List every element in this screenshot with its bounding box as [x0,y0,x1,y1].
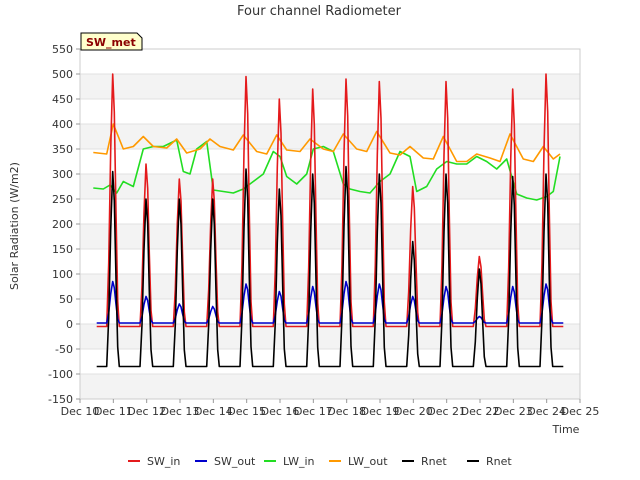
y-tick-label: 150 [52,243,73,256]
background-band [80,374,580,399]
background-band [80,274,580,299]
y-tick-label: 250 [52,193,73,206]
x-tick-label: Dec 24 [527,405,566,418]
legend-label: LW_out [348,455,388,468]
background-band [80,324,580,349]
y-tick-label: 50 [59,293,73,306]
x-tick-label: Dec 11 [94,405,133,418]
x-tick-label: Dec 12 [127,405,166,418]
x-tick-label: Dec 15 [227,405,266,418]
x-axis-label: Time [552,423,580,436]
series-line-lw-out [93,123,561,163]
site-label-background [80,32,143,51]
background-band [80,249,580,274]
background-band [80,99,580,124]
legend: SW_in SW_out LW_in LW_out Rnet Rnet [128,455,512,468]
background-band [80,149,580,174]
x-tick-label: Dec 13 [161,405,200,418]
series-line-sw-in [96,73,564,328]
background-band [80,74,580,99]
x-tick-label: Dec 23 [494,405,533,418]
y-tick-label: -50 [55,343,73,356]
x-tick-label: Dec 19 [361,405,400,418]
background-band [80,299,580,324]
x-tick-label: Dec 10 [61,405,100,418]
y-tick-label: 450 [52,93,73,106]
y-tick-label: 0 [66,318,73,331]
series-layer [93,73,564,368]
x-tick-label: Dec 14 [194,405,233,418]
series-line-rnet [96,165,564,368]
background-band [80,199,580,224]
y-tick-label: 100 [52,268,73,281]
background-band [80,49,580,74]
background-band [80,124,580,149]
series-line-lw-in [93,139,561,201]
plot-background-bands [80,49,580,399]
x-tick-label: Dec 20 [394,405,433,418]
y-tick-label: 350 [52,143,73,156]
x-tick-label: Dec 18 [327,405,366,418]
legend-label: SW_out [214,455,256,468]
background-band [80,174,580,199]
background-band [80,224,580,249]
site-label: SW_met [86,36,136,49]
site-label-box: SW_met [80,32,143,51]
x-tick-label: Dec 16 [261,405,300,418]
y-axis-label: Solar Radiation (W/m2) [8,162,21,290]
x-tick-label: Dec 21 [427,405,466,418]
x-tick-label: Dec 17 [294,405,333,418]
y-tick-label: 500 [52,68,73,81]
y-tick-label: -100 [48,368,73,381]
legend-label: LW_in [283,455,315,468]
y-tick-label: -150 [48,393,73,406]
y-axis-ticks: -150 -100 -50 0 50 100 150 200 250 300 350 400 450 50… [48,43,80,406]
background-band [80,349,580,374]
y-tick-label: 200 [52,218,73,231]
legend-label: Rnet [486,455,512,468]
y-tick-label: 400 [52,118,73,131]
x-tick-label: Dec 22 [461,405,500,418]
y-tick-label: 300 [52,168,73,181]
legend-label: Rnet [421,455,447,468]
legend-label: SW_in [147,455,180,468]
x-tick-label: Dec 25 [561,405,600,418]
y-tick-label: 550 [52,43,73,56]
chart-title: Four channel Radiometer [237,4,402,19]
